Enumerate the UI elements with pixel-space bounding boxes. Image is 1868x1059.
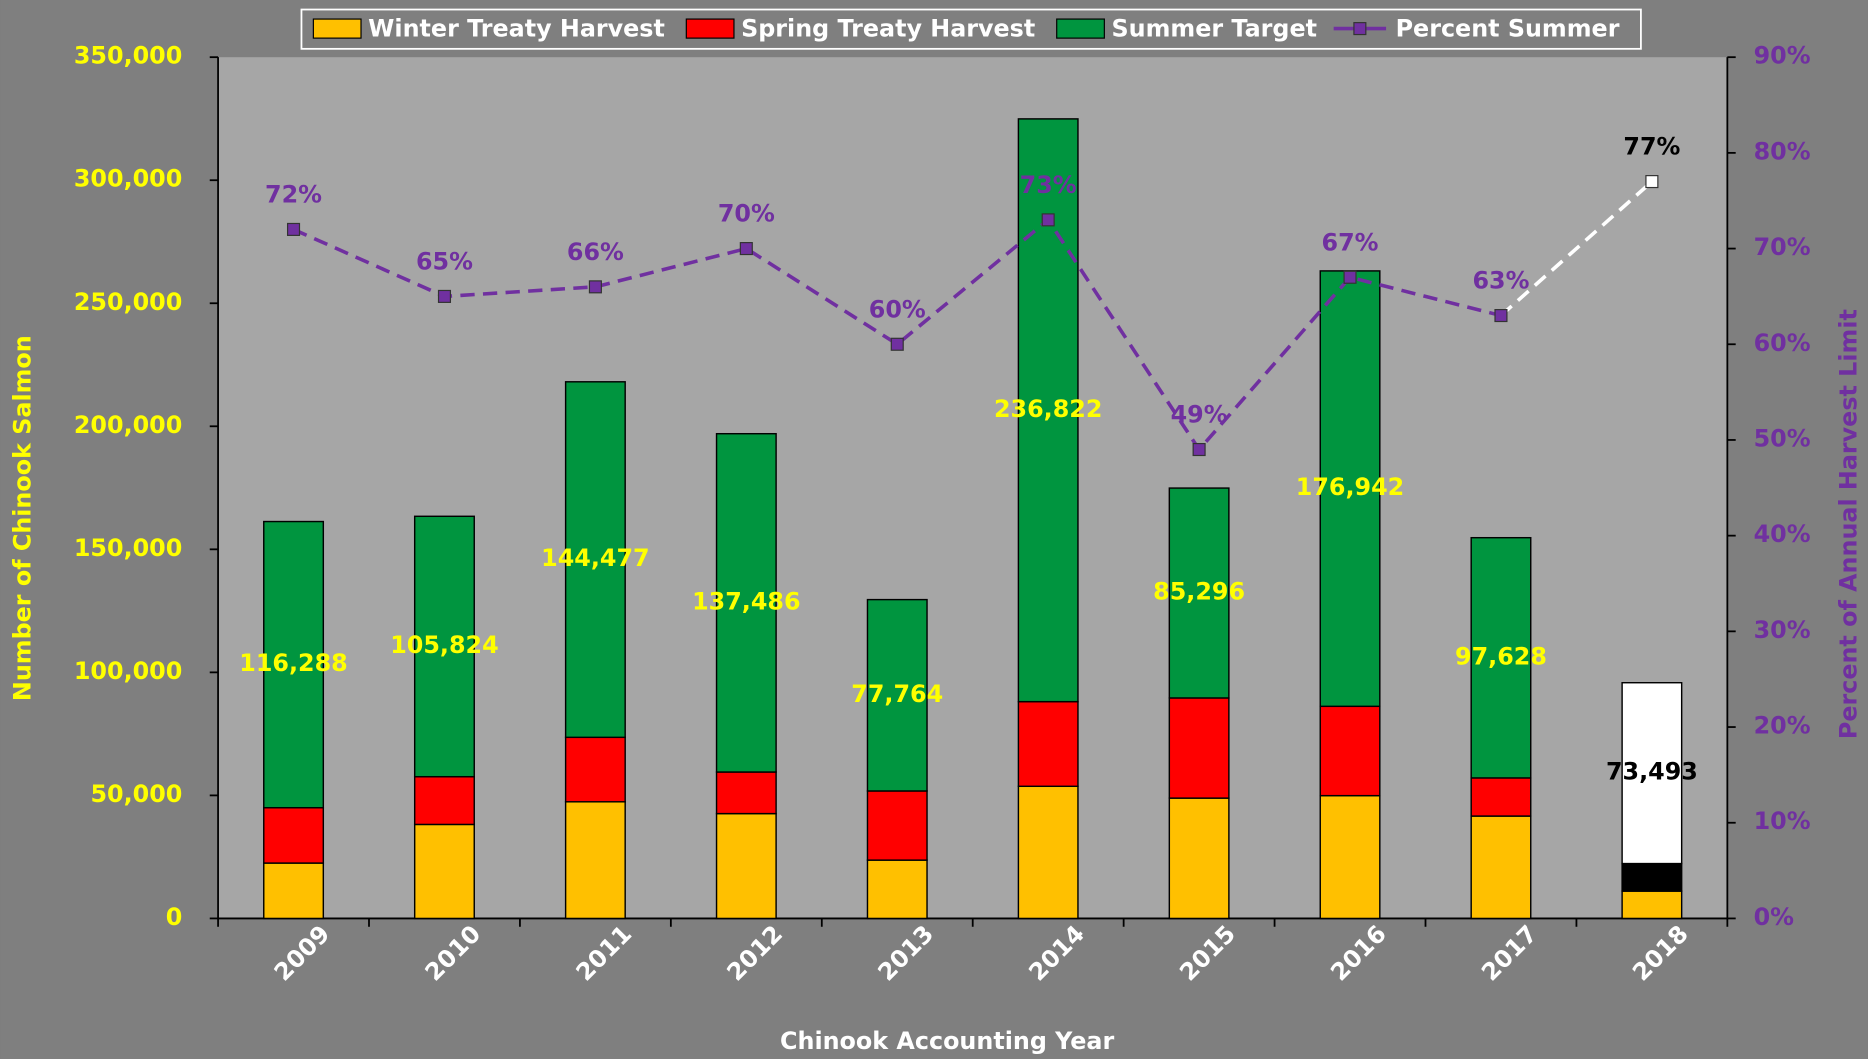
y-axis-title: Number of Chinook Salmon bbox=[8, 335, 36, 701]
bar-segment bbox=[1168, 487, 1230, 699]
legend-swatch bbox=[685, 18, 735, 39]
bar-segment bbox=[1470, 815, 1532, 920]
line-marker bbox=[437, 289, 452, 303]
bar-segment bbox=[715, 771, 777, 815]
bar-segment bbox=[866, 790, 928, 861]
bar-segment bbox=[1470, 777, 1532, 817]
data-label: 137,486 bbox=[692, 587, 800, 615]
legend-label: Spring Treaty Harvest bbox=[741, 14, 1035, 42]
bar-segment bbox=[1621, 862, 1683, 892]
line-marker bbox=[1494, 309, 1508, 323]
line-marker bbox=[1343, 270, 1357, 284]
y-tick-label: 100,000 bbox=[74, 657, 182, 685]
data-label: 236,822 bbox=[994, 395, 1102, 423]
data-label: 97,628 bbox=[1455, 642, 1547, 670]
line-marker bbox=[890, 337, 904, 351]
line-marker bbox=[286, 222, 301, 236]
bar-segment bbox=[1319, 705, 1381, 797]
bar-segment bbox=[715, 812, 777, 920]
bar-segment bbox=[413, 823, 475, 920]
y-tick-label: 50,000 bbox=[90, 780, 182, 808]
data-label: 73,493 bbox=[1606, 758, 1698, 786]
y-tick-label: 300,000 bbox=[74, 165, 182, 193]
bar-segment bbox=[564, 801, 626, 920]
data-label: 49% bbox=[1171, 401, 1228, 429]
line-marker bbox=[1192, 442, 1206, 457]
legend-label: Summer Target bbox=[1112, 14, 1317, 42]
bar-segment bbox=[263, 520, 325, 809]
y-tick-label: 350,000 bbox=[74, 42, 182, 70]
data-label: 70% bbox=[718, 200, 775, 228]
legend-label: Percent Summer bbox=[1396, 14, 1620, 42]
y-tick-label: 250,000 bbox=[74, 288, 182, 316]
bar-segment bbox=[413, 515, 475, 778]
bar-segment bbox=[1470, 536, 1532, 779]
y2-tick-label: 70% bbox=[1754, 233, 1811, 261]
bar-segment bbox=[263, 862, 325, 920]
y2-tick-label: 10% bbox=[1754, 807, 1811, 835]
data-label: 60% bbox=[869, 295, 926, 323]
line-marker bbox=[588, 280, 602, 294]
line bbox=[292, 217, 1502, 453]
bar-segment bbox=[1168, 697, 1230, 799]
legend bbox=[300, 8, 1642, 50]
y-tick-label: 200,000 bbox=[74, 411, 182, 439]
y2-tick-label: 60% bbox=[1754, 329, 1811, 357]
bar-segment bbox=[1319, 270, 1381, 708]
data-label: 77,764 bbox=[851, 680, 943, 708]
y2-tick-label: 80% bbox=[1754, 137, 1811, 165]
data-label: 65% bbox=[416, 248, 473, 276]
data-label: 144,477 bbox=[541, 544, 649, 572]
data-label: 67% bbox=[1322, 228, 1379, 256]
line-segment bbox=[1499, 180, 1654, 317]
bar-segment bbox=[1017, 700, 1079, 788]
line-marker bbox=[1041, 213, 1055, 227]
y2-tick-label: 90% bbox=[1754, 42, 1811, 70]
bar-segment bbox=[1621, 681, 1683, 865]
data-label: 63% bbox=[1472, 267, 1529, 295]
bar-segment bbox=[413, 775, 475, 826]
bar-segment bbox=[263, 806, 325, 864]
bar-segment bbox=[1017, 785, 1079, 920]
data-label: 176,942 bbox=[1296, 473, 1404, 501]
y2-tick-label: 40% bbox=[1754, 520, 1811, 548]
line-marker bbox=[1645, 175, 1659, 189]
y2-tick-label: 50% bbox=[1754, 424, 1811, 452]
bar-segment bbox=[1621, 890, 1683, 920]
legend-swatch bbox=[312, 18, 362, 39]
y-tick-label: 0 bbox=[166, 903, 183, 931]
y2-tick-label: 0% bbox=[1754, 903, 1795, 931]
bar-segment bbox=[1168, 797, 1230, 920]
data-label: 72% bbox=[265, 181, 322, 209]
data-label: 105,824 bbox=[390, 631, 498, 659]
data-label: 77% bbox=[1623, 133, 1680, 161]
y2-tick-label: 20% bbox=[1754, 712, 1811, 740]
bar-segment bbox=[866, 859, 928, 920]
x-axis-title: Chinook Accounting Year bbox=[780, 1027, 1114, 1055]
line-marker bbox=[739, 242, 753, 256]
bar-segment bbox=[564, 381, 626, 739]
y-tick-label: 150,000 bbox=[74, 534, 182, 562]
legend-swatch bbox=[1056, 18, 1105, 39]
y2-tick-label: 30% bbox=[1754, 616, 1811, 644]
bar-segment bbox=[564, 736, 626, 803]
legend-swatch bbox=[1353, 22, 1367, 36]
data-label: 73% bbox=[1020, 171, 1077, 199]
data-label: 116,288 bbox=[239, 649, 347, 677]
data-label: 85,296 bbox=[1153, 578, 1245, 606]
bar-segment bbox=[1319, 794, 1381, 920]
legend-label: Winter Treaty Harvest bbox=[368, 14, 665, 42]
bar-segment bbox=[866, 598, 928, 792]
y2-axis-title: Percent of Annual Harvest Limit bbox=[1835, 309, 1863, 739]
bar-segment bbox=[715, 432, 777, 773]
data-label: 66% bbox=[567, 238, 624, 266]
